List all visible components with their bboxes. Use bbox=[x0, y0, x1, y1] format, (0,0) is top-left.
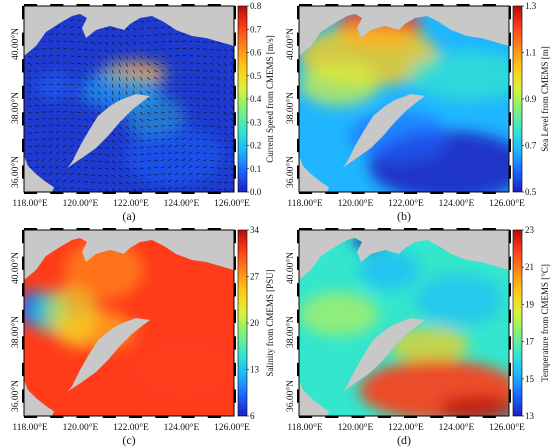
x-tick-label: 118.00°E bbox=[287, 198, 323, 209]
map-frame-ticks bbox=[22, 4, 236, 194]
map-frame-ticks bbox=[22, 228, 236, 418]
x-tick-label: 118.00°E bbox=[12, 422, 48, 433]
x-tick-label: 122.00°E bbox=[113, 422, 149, 433]
colorbar-tick-label: 0.4 bbox=[250, 94, 262, 104]
x-tick-label: 126.00°E bbox=[214, 198, 250, 209]
colorbar-tick-label: 0.2 bbox=[250, 141, 261, 151]
colorbar bbox=[512, 229, 523, 417]
map-frame-ticks bbox=[297, 4, 511, 194]
y-tick-label: 40.00°N bbox=[10, 252, 21, 284]
x-tick-label: 124.00°E bbox=[439, 198, 475, 209]
map-frame-ticks bbox=[297, 228, 511, 418]
colorbar-tick-label: 0.0 bbox=[250, 187, 262, 197]
x-tick-label: 126.00°E bbox=[489, 422, 525, 433]
y-tick-label: 38.00°N bbox=[10, 92, 21, 124]
colorbar-tick-label: 6 bbox=[250, 411, 255, 421]
colorbar-tick-label: 21 bbox=[525, 262, 534, 272]
x-tick-label: 118.00°E bbox=[12, 198, 48, 209]
colorbar-tick-label: 0.3 bbox=[250, 117, 262, 127]
colorbar-label: Current Speed from CMEMS [m/s] bbox=[265, 35, 275, 163]
x-tick-label: 118.00°E bbox=[287, 422, 323, 433]
x-tick-label: 126.00°E bbox=[214, 422, 250, 433]
y-tick-label: 36.00°N bbox=[285, 380, 296, 412]
y-tick-label: 38.00°N bbox=[285, 92, 296, 124]
panel-temperature: 118.00°E 120.00°E 122.00°E 124.00°E 126.00°E… bbox=[275, 224, 550, 447]
colorbar-tick-label: 0.1 bbox=[250, 164, 261, 174]
colorbar-tick-label: 0.5 bbox=[525, 187, 537, 197]
x-tick-label: 126.00°E bbox=[489, 198, 525, 209]
colorbar-tick-label: 20 bbox=[250, 318, 260, 328]
panel-current-speed: 118.00°E 120.00°E 122.00°E 124.00°E 126.00°E… bbox=[0, 0, 275, 223]
colorbar-tick-label: 13 bbox=[525, 411, 535, 421]
panel-sea-level: 118.00°E 120.00°E 122.00°E 124.00°E 126.00°E… bbox=[275, 0, 550, 223]
map-temperature: 118.00°E 120.00°E 122.00°E 124.00°E 126.00°E… bbox=[285, 225, 550, 447]
x-tick-label: 122.00°E bbox=[388, 422, 424, 433]
x-tick-label: 120.00°E bbox=[338, 422, 374, 433]
y-tick-label: 38.00°N bbox=[10, 316, 21, 348]
panel-caption: (d) bbox=[397, 433, 411, 447]
colorbar-tick-label: 0.6 bbox=[250, 48, 262, 58]
colorbar-tick-label: 0.7 bbox=[525, 141, 537, 151]
y-tick-label: 38.00°N bbox=[285, 316, 296, 348]
y-tick-label: 36.00°N bbox=[10, 156, 21, 188]
colorbar-tick-label: 0.8 bbox=[250, 1, 262, 11]
y-tick-label: 40.00°N bbox=[10, 28, 21, 60]
colorbar-label: Salinity from CMEMS [PSU] bbox=[265, 269, 275, 376]
colorbar-tick-label: 0.9 bbox=[525, 94, 537, 104]
colorbar-tick-label: 1.1 bbox=[525, 48, 536, 58]
colorbar-tick-label: 1.3 bbox=[525, 1, 537, 11]
colorbar-label: Temperature from CMEMS [°C] bbox=[540, 264, 550, 382]
x-tick-label: 120.00°E bbox=[338, 198, 374, 209]
panel-salinity: 118.00°E 120.00°E 122.00°E 124.00°E 126.00°E… bbox=[0, 224, 275, 447]
x-tick-label: 124.00°E bbox=[439, 422, 475, 433]
x-tick-label: 120.00°E bbox=[63, 422, 99, 433]
colorbar-tick-label: 0.7 bbox=[250, 24, 262, 34]
panel-caption: (c) bbox=[122, 433, 135, 447]
x-tick-label: 124.00°E bbox=[164, 422, 200, 433]
colorbar-tick-label: 19 bbox=[525, 299, 535, 309]
colorbar bbox=[237, 229, 248, 417]
colorbar bbox=[512, 5, 523, 193]
x-tick-label: 120.00°E bbox=[63, 198, 99, 209]
map-salinity: 118.00°E 120.00°E 122.00°E 124.00°E 126.00°E… bbox=[10, 225, 275, 447]
y-tick-label: 40.00°N bbox=[285, 28, 296, 60]
map-current-speed: 118.00°E 120.00°E 122.00°E 124.00°E 126.00°E… bbox=[10, 1, 275, 223]
x-tick-label: 122.00°E bbox=[388, 198, 424, 209]
x-tick-label: 124.00°E bbox=[164, 198, 200, 209]
colorbar-tick-label: 34 bbox=[250, 225, 260, 235]
x-tick-label: 122.00°E bbox=[113, 198, 149, 209]
colorbar-tick-label: 17 bbox=[525, 337, 535, 347]
panel-caption: (a) bbox=[122, 209, 135, 223]
colorbar-tick-label: 27 bbox=[250, 272, 260, 282]
colorbar bbox=[237, 5, 248, 193]
y-tick-label: 36.00°N bbox=[10, 380, 21, 412]
y-tick-label: 40.00°N bbox=[285, 252, 296, 284]
y-tick-label: 36.00°N bbox=[285, 156, 296, 188]
panel-caption: (b) bbox=[397, 209, 411, 223]
colorbar-tick-label: 0.5 bbox=[250, 71, 262, 81]
colorbar-label: Sea Level from CMEMS [m] bbox=[540, 46, 550, 151]
colorbar-tick-label: 13 bbox=[250, 365, 260, 375]
sea-field bbox=[24, 238, 234, 416]
colorbar-tick-label: 15 bbox=[525, 374, 535, 384]
map-sea-level: 118.00°E 120.00°E 122.00°E 124.00°E 126.00°E… bbox=[285, 1, 550, 223]
sea-field bbox=[299, 238, 509, 416]
colorbar-tick-label: 23 bbox=[525, 225, 535, 235]
